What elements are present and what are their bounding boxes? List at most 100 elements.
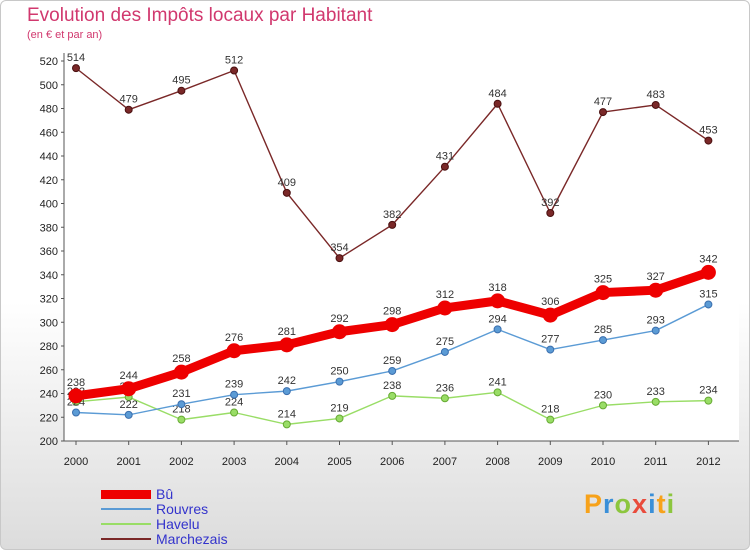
data-label: 298 [383,306,401,318]
y-tick-label: 500 [40,80,58,92]
data-label: 242 [278,375,296,387]
x-tick-label: 2007 [433,456,457,468]
data-label: 292 [330,313,348,325]
data-point [68,388,84,404]
chart-title: Evolution des Impôts locaux par Habitant [27,5,373,26]
y-tick-label: 200 [40,436,58,448]
data-label: 477 [594,96,612,108]
x-tick-label: 2006 [380,456,404,468]
data-label: 277 [541,334,559,346]
data-point [388,220,397,229]
data-point [121,381,137,397]
data-label: 236 [436,382,454,394]
data-point [388,366,397,375]
data-label: 259 [383,355,401,367]
data-label: 327 [647,271,665,283]
data-point [490,293,506,309]
data-point [599,108,607,117]
data-point [493,388,502,397]
data-label: 231 [172,388,190,400]
data-label: 293 [647,315,665,327]
data-point [335,414,344,423]
legend-label: Havelu [156,516,200,532]
data-point [599,401,607,410]
data-point [546,415,555,424]
data-point [124,410,133,419]
data-label: 250 [330,366,348,378]
data-label: 258 [172,353,190,365]
data-point [542,307,558,323]
legend-label: Rouvres [156,501,209,517]
data-point [173,364,189,380]
data-point [230,408,239,417]
data-label: 318 [488,282,506,294]
data-label: 479 [120,94,138,106]
data-label: 233 [647,386,665,398]
data-label: 294 [488,313,506,325]
data-label: 239 [225,379,243,391]
data-point [72,64,80,73]
data-label: 315 [699,288,717,300]
data-point [440,162,449,171]
data-point [437,300,453,316]
data-point [282,420,291,429]
data-point [177,400,186,409]
y-tick-label: 340 [40,270,58,282]
chart-subtitle: (en € et par an) [27,29,103,41]
y-tick-label: 520 [40,56,58,68]
data-label: 382 [383,209,401,221]
data-label: 409 [278,177,296,189]
data-label: 224 [225,397,243,409]
data-point [230,66,239,75]
proxiti-logo: Proxiti [584,489,676,519]
data-label: 325 [594,274,612,286]
plot-area [64,53,739,441]
data-point [384,317,400,333]
data-point [440,394,449,403]
data-label: 354 [330,242,348,254]
y-tick-label: 400 [40,199,58,211]
data-point [704,136,713,145]
x-tick-label: 2005 [327,456,351,468]
data-label: 241 [488,376,506,388]
data-label: 312 [436,289,454,301]
x-tick-label: 2004 [275,456,299,468]
y-tick-label: 320 [40,294,58,306]
data-label: 238 [383,380,401,392]
y-tick-label: 260 [40,365,58,377]
y-tick-label: 440 [40,151,58,163]
data-label: 306 [541,296,559,308]
data-label: 512 [225,55,243,67]
data-point [388,391,397,400]
data-label: 214 [278,408,296,420]
data-label: 244 [120,370,138,382]
data-point [124,105,133,114]
x-tick-label: 2012 [696,456,720,468]
data-label: 342 [699,253,717,265]
data-point [704,396,713,405]
data-label: 218 [541,404,559,416]
data-point [279,337,295,353]
data-point [700,264,716,280]
data-point [226,343,242,359]
data-point [177,415,186,424]
data-label: 219 [330,402,348,414]
y-tick-label: 300 [40,317,58,329]
x-tick-label: 2011 [644,456,668,468]
data-label: 495 [172,75,190,87]
y-tick-label: 280 [40,341,58,353]
data-label: 275 [436,336,454,348]
data-label: 234 [699,385,717,397]
data-label: 222 [120,399,138,411]
data-point [72,408,80,417]
data-point [335,377,344,386]
x-tick-label: 2002 [169,456,193,468]
x-tick-label: 2003 [222,456,246,468]
data-point [546,209,555,217]
data-point [282,387,291,396]
data-label: 218 [172,404,190,416]
x-tick-label: 2008 [485,456,509,468]
legend-swatch [101,538,151,540]
data-label: 514 [67,52,85,64]
